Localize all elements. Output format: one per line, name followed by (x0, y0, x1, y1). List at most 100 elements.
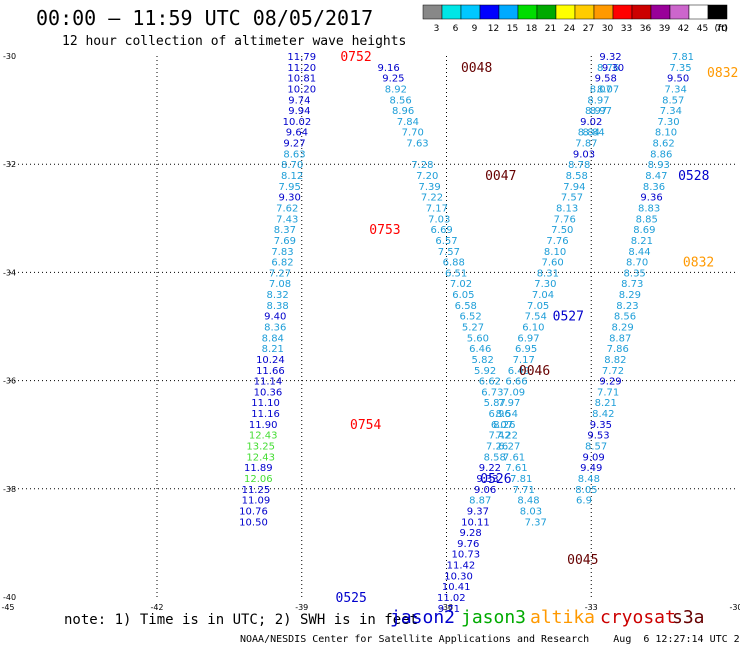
colorbar-label: 6 (453, 24, 459, 34)
swh-value: 8.36 (264, 323, 286, 334)
swh-value: 8.12 (281, 171, 303, 182)
satellite-cryosat: cryosat (600, 607, 676, 628)
swh-value: 11.14 (254, 377, 283, 388)
swh-value: 7.70 (402, 128, 424, 139)
pass-time-label: 0047 (485, 169, 516, 184)
swh-value: 6.27 (498, 442, 520, 453)
swh-value: 10.20 (287, 84, 316, 95)
swh-value: 9.49 (580, 463, 602, 474)
swh-value: 10.76 (239, 506, 268, 517)
swh-value: 7.69 (274, 236, 296, 247)
x-tick-label: -30 (729, 603, 740, 612)
pass-time-label: 0528 (678, 169, 709, 184)
swh-value: 7.09 (503, 387, 525, 398)
swh-value: 6.73 (481, 387, 503, 398)
swh-value: 9.32 (599, 52, 621, 63)
swh-value: 11.79 (287, 52, 316, 63)
swh-value: 8.37 (274, 225, 296, 236)
swh-value: 7.20 (416, 171, 438, 182)
swh-value: 8.58 (484, 452, 506, 463)
swh-value: 6.82 (271, 258, 293, 269)
footer-credit: NOAA/NESDIS Center for Satellite Applica… (240, 634, 740, 645)
colorbar-unit: (ft) (714, 24, 728, 34)
colorbar-swatch (479, 4, 500, 20)
swh-value: 7.30 (534, 279, 556, 290)
colorbar-swatch (498, 4, 519, 20)
swh-value: 7.37 (525, 517, 547, 528)
satellite-altika: altika (530, 607, 596, 628)
x-tick-label: -36 (440, 603, 453, 612)
colorbar-label: 24 (564, 24, 576, 34)
swh-value: 6.05 (452, 290, 474, 301)
swh-value: 6.96 (488, 409, 510, 420)
swh-value: 6.52 (459, 312, 481, 323)
swh-value: 9.53 (587, 431, 609, 442)
y-tick-label: -34 (3, 268, 16, 277)
swh-value: 8.44 (628, 247, 650, 258)
swh-value: 9.09 (583, 452, 605, 463)
swh-value: 9.03 (573, 149, 595, 160)
swh-value: 8.97 (585, 106, 607, 117)
swh-value: 5.92 (474, 366, 496, 377)
swh-value: 7.26 (486, 442, 508, 453)
x-tick-label: -33 (585, 603, 598, 612)
swh-value: 8.48 (517, 496, 539, 507)
x-tick-label: -45 (1, 603, 14, 612)
swh-value: 8.63 (283, 149, 305, 160)
swh-value: 7.34 (660, 106, 682, 117)
swh-value: 10.11 (461, 517, 490, 528)
swh-value: 8.70 (281, 160, 303, 171)
swh-value: 8.29 (611, 323, 633, 334)
swh-value: 7.04 (532, 290, 554, 301)
swh-value: 8.86 (650, 149, 672, 160)
swh-value: 7.97 (498, 398, 520, 409)
swh-value: 7.61 (503, 452, 525, 463)
swh-value: 9.27 (283, 139, 305, 150)
swh-value: 7.57 (438, 247, 460, 258)
colorbar-swatch (460, 4, 481, 20)
swh-value: 8.42 (592, 409, 614, 420)
swh-value: 8.84 (262, 333, 284, 344)
swh-value: 7.76 (546, 236, 568, 247)
swh-value: 8.96 (392, 106, 414, 117)
swh-value: 9.06 (474, 485, 496, 496)
swh-value: 6.95 (515, 344, 537, 355)
swh-value: 11.20 (287, 63, 316, 74)
swh-value: 8.76 (597, 63, 619, 74)
swh-value: 9.29 (599, 377, 621, 388)
y-tick-label: -30 (3, 52, 16, 61)
colorbar-swatch (555, 4, 576, 20)
swh-value: 6.46 (469, 344, 491, 355)
swh-value: 7.81 (510, 474, 532, 485)
colorbar-swatch (441, 4, 462, 20)
swh-value: 8.82 (604, 355, 626, 366)
swh-value: 8.47 (645, 171, 667, 182)
swh-value: 7.84 (397, 117, 419, 128)
colorbar-label: 9 (472, 24, 478, 34)
swh-value: 7.72 (602, 366, 624, 377)
swh-value: 6.97 (517, 333, 539, 344)
swh-value: 6.57 (435, 236, 457, 247)
colorbar-label: 36 (640, 24, 652, 34)
swh-value: 6.49 (508, 366, 530, 377)
swh-value: 9.25 (382, 74, 404, 85)
swh-value: 7.42 (488, 431, 510, 442)
swh-value: 8.78 (568, 160, 590, 171)
swh-value: 11.25 (242, 485, 271, 496)
axis-ticks: -30 -32 -34 -36 -38 -40-45 -42 -39 -36 -33 -30 (1, 52, 740, 612)
pass-time-label: 0527 (553, 310, 584, 325)
swh-value: 11.90 (249, 420, 278, 431)
y-tick-label: -38 (3, 485, 16, 494)
swh-value: 8.87 (609, 333, 631, 344)
pass-time-label: 0045 (567, 553, 598, 568)
swh-value: 7.34 (665, 84, 687, 95)
swh-value: 7.86 (607, 344, 629, 355)
colorbar-label: 70 (716, 24, 728, 34)
satellite-jason2: jason2 (390, 607, 456, 628)
pass-time-label: 0046 (519, 364, 550, 379)
swh-value: 7.02 (450, 279, 472, 290)
colorbar-swatch (536, 4, 557, 20)
swh-value: 6.10 (522, 323, 544, 334)
colorbar-label: 15 (507, 24, 518, 34)
swh-value: 10.24 (256, 355, 285, 366)
